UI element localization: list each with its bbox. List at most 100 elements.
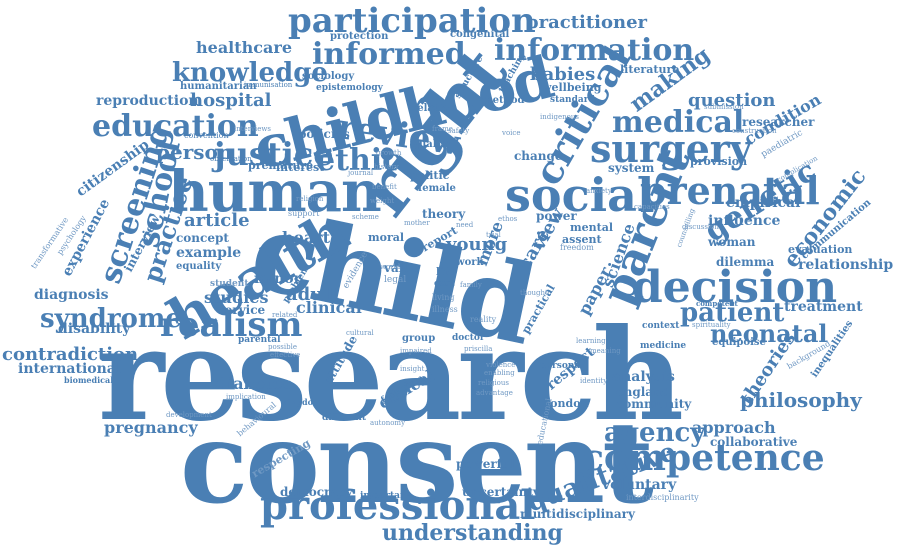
word-wellbeing: wellbeing (542, 81, 602, 94)
word-reproduction: reproduction (96, 93, 199, 109)
word-woman: woman (708, 235, 756, 249)
word-important: important (360, 491, 411, 501)
word-disability: disability (58, 321, 131, 337)
word-spirituality: spirituality (692, 321, 731, 329)
word-cost: cost (434, 279, 455, 289)
word-voluntary: voluntary (602, 477, 677, 493)
word-patient: patient (680, 298, 785, 328)
word-heart: heart (282, 228, 330, 247)
word-safety: safety (448, 127, 470, 135)
word-weight: weight (370, 197, 395, 205)
word-moral: moral (368, 231, 405, 244)
word-realism: realism (160, 305, 303, 345)
word-submission: submission (704, 103, 744, 111)
word-london: london (546, 397, 589, 410)
word-studies: studies (204, 288, 269, 307)
word-benefit: benefit (372, 183, 397, 191)
word-diabetes: diabetes (216, 374, 292, 393)
word-method: method (482, 95, 525, 106)
word-informed: informed (312, 37, 466, 72)
word-biomedical: biomedical (64, 375, 114, 385)
word-observation: observation (210, 155, 252, 163)
word-support: support (288, 209, 320, 218)
word-context: context (642, 321, 680, 331)
word-assent: assent (562, 233, 602, 246)
word-decision: decision (632, 262, 838, 313)
word-policies: policies (298, 127, 350, 141)
word-premature: premature (248, 159, 314, 172)
word-related: related (272, 311, 298, 319)
word-interviews: interviews (234, 125, 271, 133)
word-medicine: medicine (640, 341, 687, 351)
word-contradiction: contradiction (2, 344, 139, 365)
word-convention: convention (184, 131, 229, 140)
word-work: work (456, 257, 484, 268)
word-babies: babies (530, 64, 596, 85)
word-indigenous: indigenous (540, 113, 579, 121)
word-human: human (168, 159, 382, 225)
word-minor: minor (254, 271, 302, 287)
word-competent: competent (696, 299, 738, 308)
word-equipoise: equipoise (712, 337, 766, 348)
word-question: question (688, 90, 776, 111)
word-frame: frame (432, 125, 453, 133)
word-adult: adult (286, 284, 339, 305)
word-provision: provision (690, 155, 748, 168)
word-pregnancy: pregnancy (104, 418, 198, 437)
word-freedom: freedom (560, 243, 594, 252)
word-consent: consent (180, 398, 654, 529)
word-discussion: discussion (682, 223, 719, 231)
word-treatment: treatment (784, 299, 863, 315)
word-article: article (184, 210, 250, 231)
word-construction: construction (732, 127, 777, 135)
word-group: group (402, 333, 436, 344)
word-female: female (418, 183, 456, 194)
word-influence: influence (708, 213, 781, 229)
word-powerful: powerful (456, 457, 516, 471)
word-growth: growth (376, 149, 402, 157)
word-philosophy: philosophy (740, 388, 862, 412)
word-international: international (18, 361, 122, 377)
word-anxiety: anxiety (586, 187, 612, 195)
word-surgery: surgery (590, 126, 752, 171)
word-meaning: meaning (590, 347, 621, 355)
word-living: living (432, 293, 455, 302)
word-justice: justice (214, 135, 334, 173)
word-immunisation: immunisation (244, 81, 293, 89)
word-ethos: ethos (498, 215, 518, 223)
word-impaired: impaired (400, 347, 432, 355)
word-parental: parental (238, 335, 281, 345)
word-change: change (514, 149, 563, 163)
word-hospital: hospital (190, 90, 272, 111)
word-analysis: analysis (612, 369, 675, 385)
word-relation: relation (412, 103, 457, 114)
word-student: student (210, 279, 249, 289)
word-professional: professional (260, 482, 536, 529)
word-relationship: relationship (798, 257, 894, 273)
word-participation: participation (288, 1, 536, 41)
word-personal: personal (540, 361, 584, 371)
word-social: social (505, 168, 655, 222)
word-humanitarian: humanitarian (180, 81, 257, 92)
word-person: person (156, 140, 233, 164)
word-standard: standard (550, 95, 595, 105)
word-concept: concept (176, 231, 229, 245)
word-history: history (374, 163, 399, 171)
word-cultural: cultural (346, 329, 374, 337)
word-illness: illness (432, 305, 458, 314)
word-possible: possible (268, 343, 297, 351)
word-diagnosis: diagnosis (34, 287, 109, 303)
word-practitioner: practitioner (526, 12, 648, 33)
word-equality: equality (176, 261, 222, 272)
word-different: different (322, 413, 366, 423)
word-prenatal: prenatal (640, 168, 820, 213)
word-kingdom: kingdom (282, 397, 322, 407)
word-knowledge: knowledge (172, 58, 328, 88)
word-identity: identity (580, 377, 608, 385)
word-community: community (616, 397, 692, 411)
word-interest: interest (276, 161, 325, 174)
word-scheme: scheme (352, 213, 379, 221)
word-evaluation: evaluation (788, 243, 853, 256)
word-voice: voice (502, 129, 521, 137)
